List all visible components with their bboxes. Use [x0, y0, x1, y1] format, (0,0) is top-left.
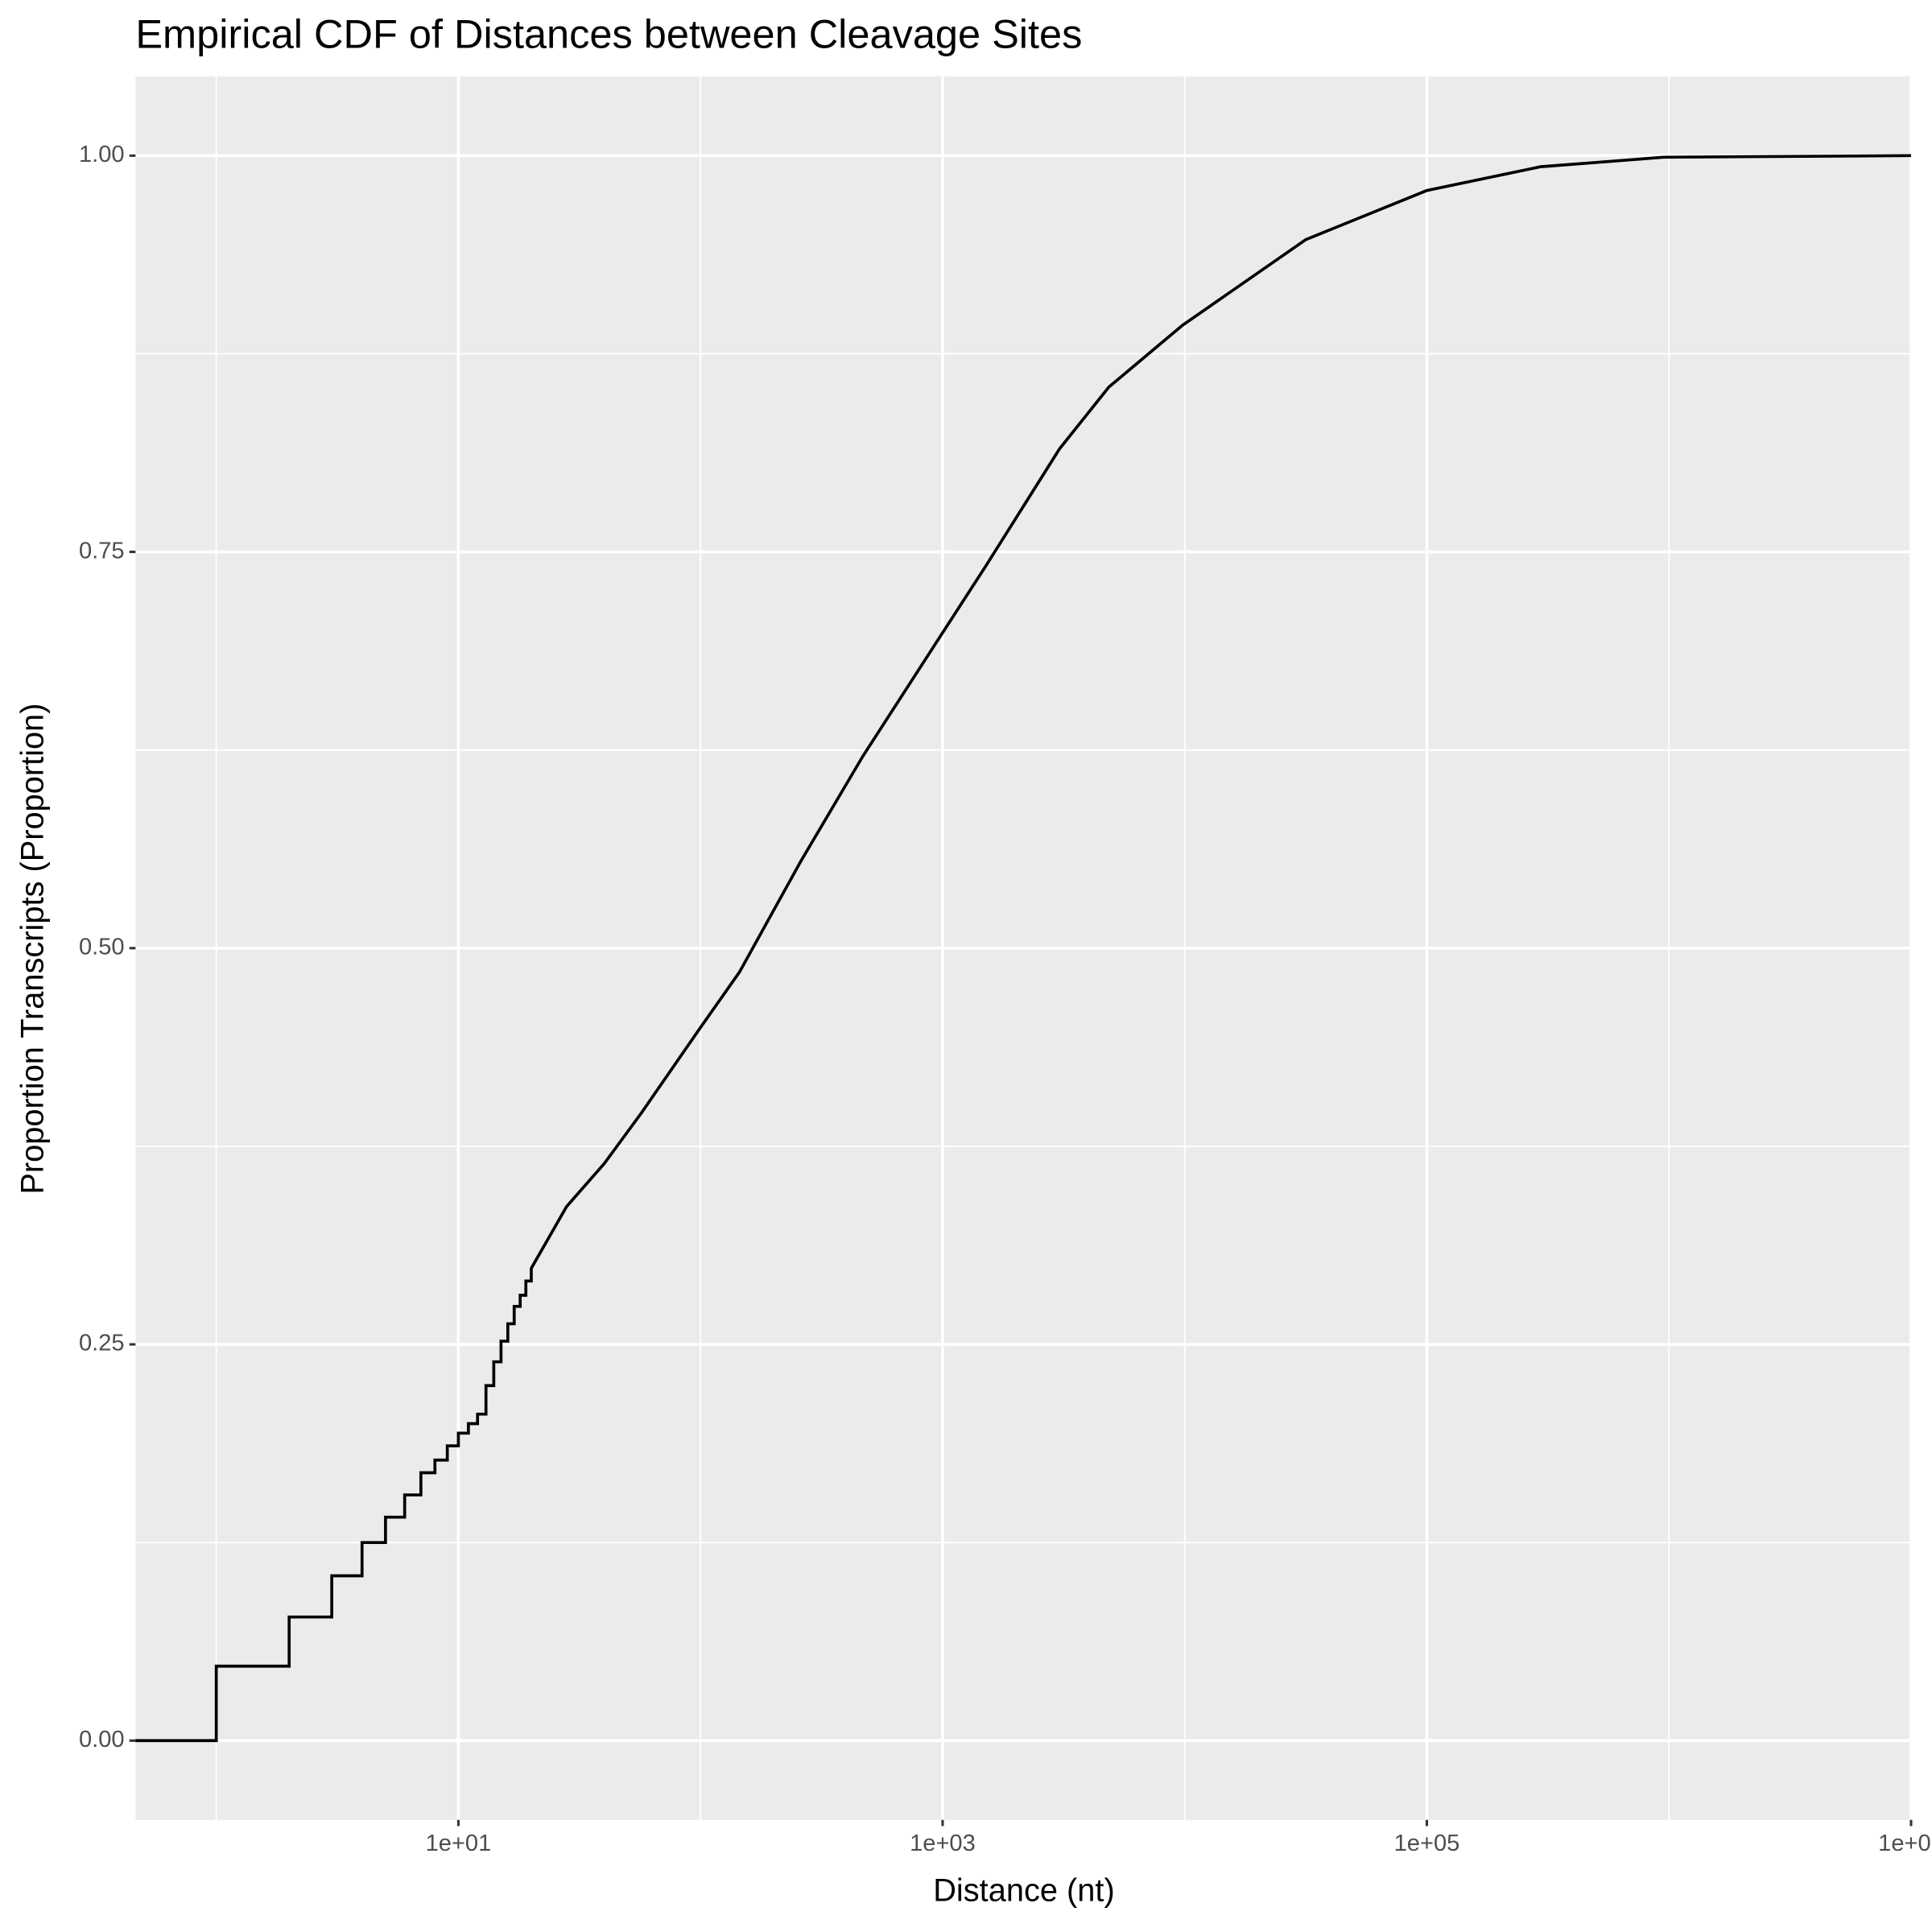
x-tick-label: 1e+07 [1878, 1831, 1932, 1856]
chart-title: Empirical CDF of Distances between Cleav… [135, 10, 1082, 56]
x-tick-label: 1e+01 [426, 1831, 492, 1856]
y-tick-label: 0.00 [79, 1727, 125, 1752]
x-tick-label: 1e+05 [1394, 1831, 1460, 1856]
y-axis-title: Proportion Transcripts (Proportion) [14, 703, 50, 1194]
ecdf-line [135, 154, 1911, 1743]
x-tick-label: 1e+03 [910, 1831, 976, 1856]
x-axis-title: Distance (nt) [933, 1873, 1115, 1909]
y-tick-label: 0.25 [79, 1331, 125, 1356]
y-tick-label: 0.75 [79, 538, 125, 564]
y-tick-label: 0.50 [79, 934, 125, 960]
y-tick-label: 1.00 [79, 142, 125, 167]
